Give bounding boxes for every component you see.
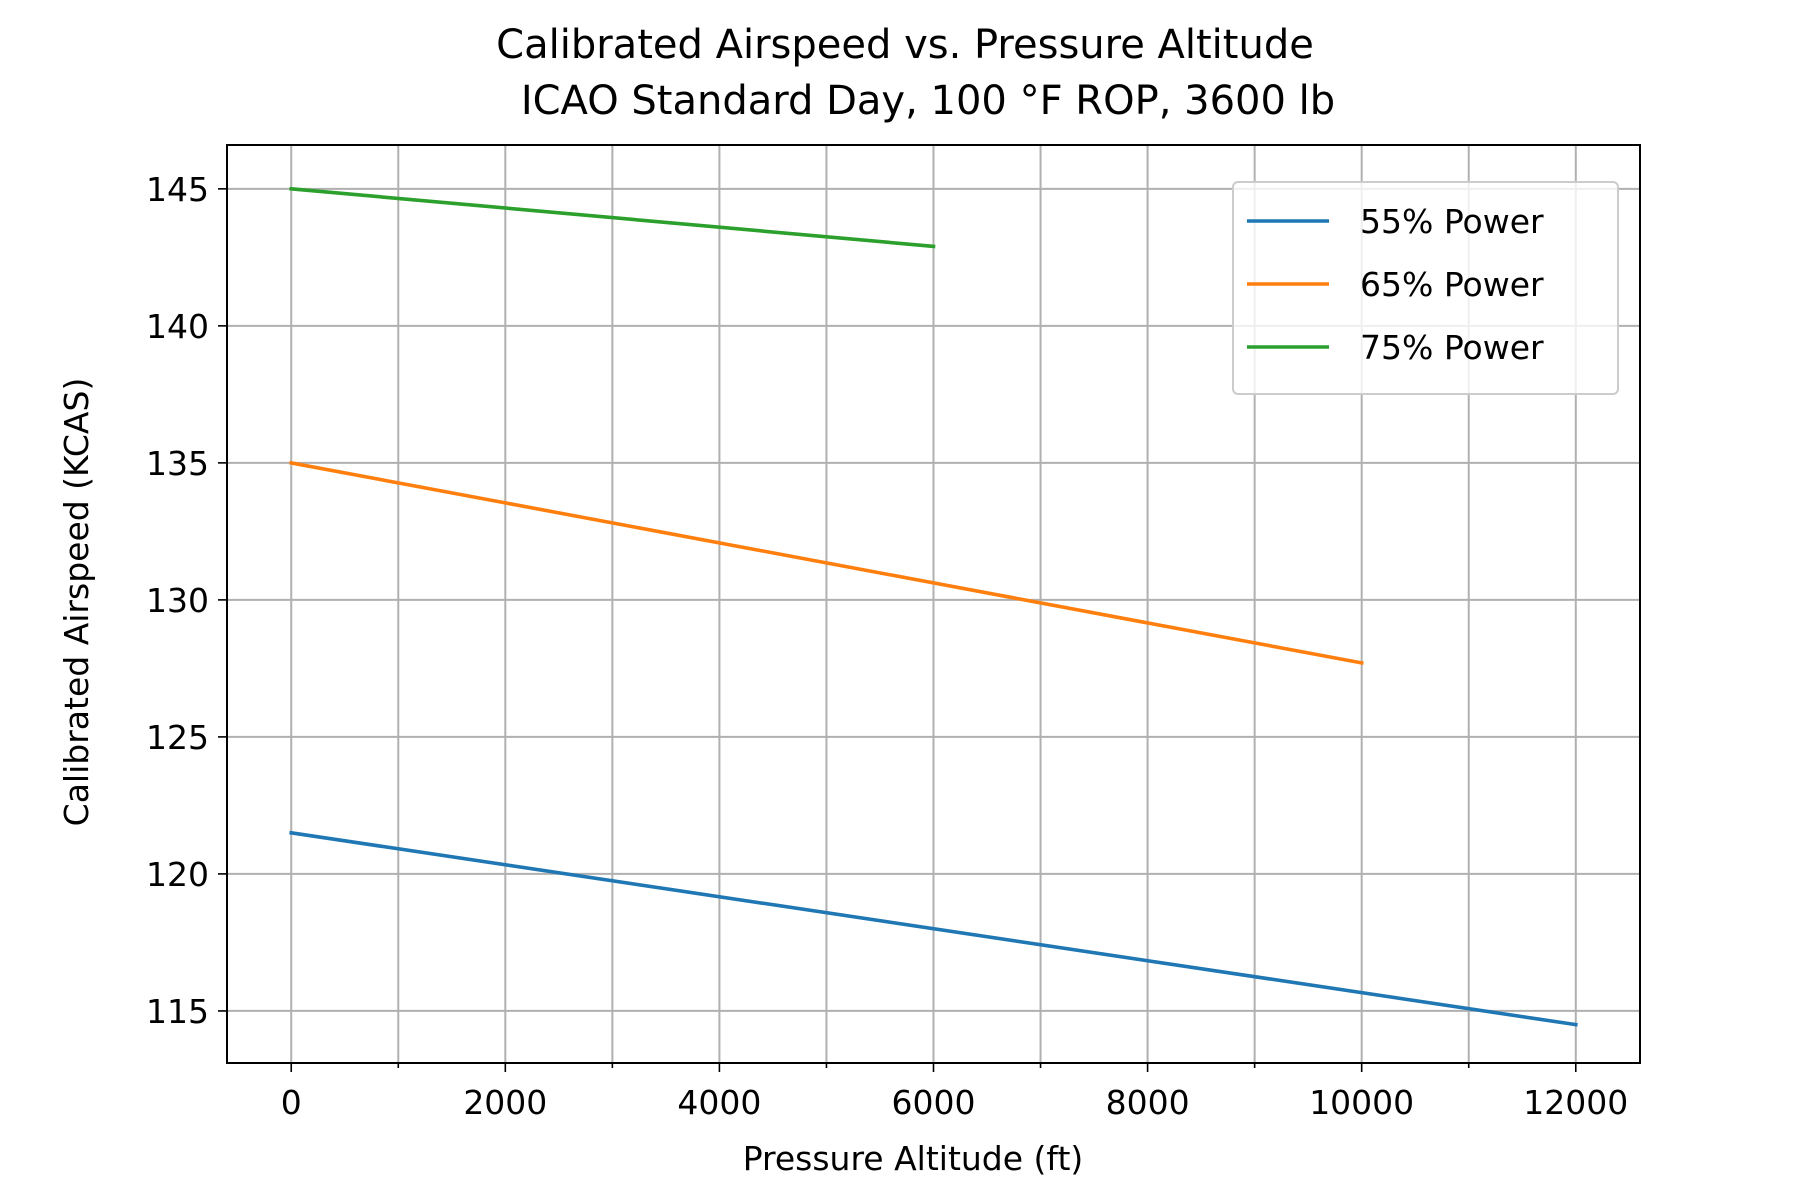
- x-tick-label: 4000: [677, 1083, 761, 1122]
- x-axis-label: Pressure Altitude (ft): [743, 1139, 1084, 1178]
- x-tick-label: 2000: [463, 1083, 547, 1122]
- x-tick-label: 0: [281, 1083, 302, 1122]
- x-tick-label: 12000: [1523, 1083, 1628, 1122]
- legend-box: [1232, 181, 1619, 395]
- y-tick-label: 135: [146, 444, 209, 483]
- series-line-1: [289, 830, 1578, 1027]
- legend-label: 65% Power: [1360, 265, 1544, 304]
- ticks: 0 2000 4000 6000 8000 10000 12000 115 120 125 130 1…: [146, 170, 1628, 1122]
- x-tick-label: 8000: [1106, 1083, 1190, 1122]
- y-tick-label: 125: [146, 718, 209, 757]
- y-tick-label: 140: [146, 307, 209, 346]
- x-tick-label: 6000: [892, 1083, 976, 1122]
- y-tick-label: 120: [146, 855, 209, 894]
- chart-title: Calibrated Airspeed vs. Pressure Altitud…: [496, 22, 1314, 68]
- series-line-3: [289, 186, 936, 249]
- y-axis-label: Calibrated Airspeed (KCAS): [57, 378, 96, 827]
- y-tick-label: 145: [146, 170, 209, 209]
- chart-subtitle: ICAO Standard Day, 100 °F ROP, 3600 lb: [521, 78, 1335, 124]
- x-tick-label: 10000: [1309, 1083, 1414, 1122]
- legend: 55% Power 65% Power 75% Power: [1232, 181, 1619, 395]
- series-line-2: [289, 460, 1364, 666]
- y-tick-label: 130: [146, 581, 209, 620]
- legend-label: 55% Power: [1360, 202, 1544, 241]
- series-lines: [289, 186, 1578, 1027]
- legend-label: 75% Power: [1360, 328, 1544, 367]
- y-tick-label: 115: [146, 992, 209, 1031]
